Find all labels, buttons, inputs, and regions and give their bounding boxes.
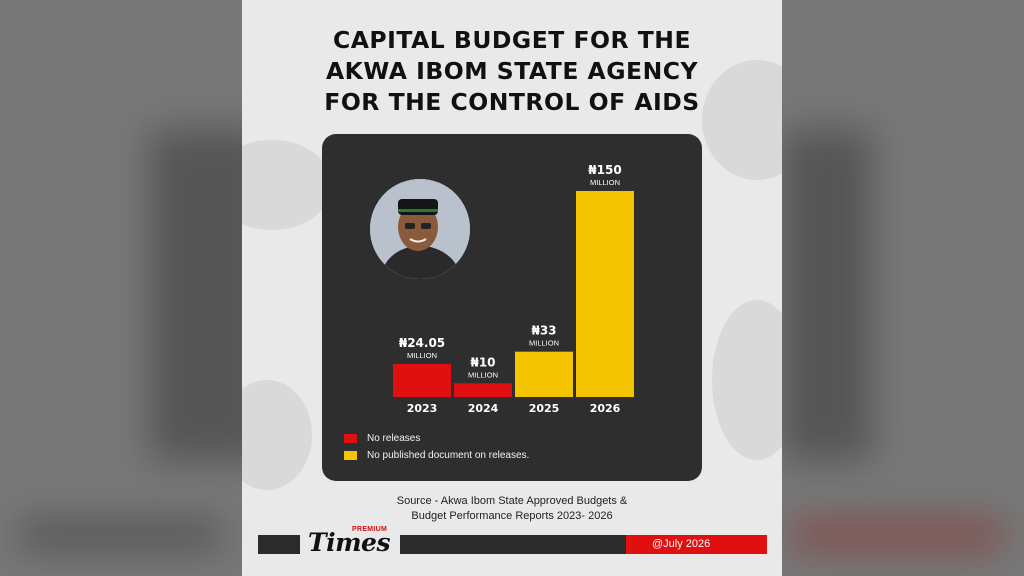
unit-label-2023: MILLION [407, 351, 437, 360]
unit-label-2026: MILLION [590, 178, 620, 187]
value-label-2025: ₦33 [531, 324, 556, 338]
legend-label: No published document on releases. [367, 450, 530, 461]
infographic-card: CAPITAL BUDGET FOR THE AKWA IBOM STATE A… [242, 0, 782, 576]
category-label-2023: 2023 [407, 402, 438, 415]
value-label-2024: ₦10 [470, 355, 495, 369]
source-line-1: Source - Akwa Ibom State Approved Budget… [396, 495, 628, 507]
value-label-2026: ₦150 [588, 163, 621, 177]
page-title: CAPITAL BUDGET FOR THE AKWA IBOM STATE A… [242, 25, 782, 118]
bar-chart: ₦24.05MILLION2023₦10MILLION2024₦33MILLIO… [393, 163, 634, 415]
bar-2025 [515, 351, 573, 397]
category-label-2026: 2026 [590, 402, 621, 415]
chart-legend: No releases No published document on rel… [344, 430, 529, 464]
title-line-1: CAPITAL BUDGET FOR THE [332, 26, 692, 54]
category-label-2024: 2024 [468, 402, 499, 415]
footer-dark-strip-middle [400, 535, 626, 554]
source-note: Source - Akwa Ibom State Approved Budget… [242, 494, 782, 524]
legend-item-no-published-document: No published document on releases. [344, 447, 529, 464]
logo-premium-text: PREMIUM [352, 526, 388, 533]
value-label-2023: ₦24.05 [399, 336, 445, 350]
governor-portrait [370, 179, 470, 279]
source-line-2: Budget Performance Reports 2023- 2026 [411, 510, 613, 522]
legend-swatch-yellow [344, 451, 357, 460]
category-label-2025: 2025 [529, 402, 560, 415]
legend-swatch-red [344, 434, 357, 443]
bar-2023 [393, 363, 451, 397]
unit-label-2025: MILLION [529, 339, 559, 348]
footer-dark-strip-left [258, 535, 300, 554]
title-line-3: FOR THE CONTROL OF AIDS [324, 88, 700, 116]
unit-label-2024: MILLION [468, 370, 498, 379]
blurred-backdrop-right [782, 0, 1024, 576]
bar-2026 [576, 191, 634, 397]
logo-times-text: Times [308, 528, 391, 557]
blurred-backdrop-left [0, 0, 242, 576]
publish-date: @July 2026 [652, 538, 711, 550]
legend-item-no-releases: No releases [344, 430, 529, 447]
portrait-illustration [370, 179, 470, 279]
chart-panel: ₦24.05 MILLION 2023 ₦10 MILLION 2024 ₦33 MILLIO… [322, 134, 702, 481]
legend-label: No releases [367, 433, 421, 444]
footer-date-strip: @July 2026 [626, 535, 767, 554]
bar-2024 [454, 383, 512, 397]
footer-bar: Times PREMIUM @July 2026 [242, 526, 782, 557]
title-line-2: AKWA IBOM STATE AGENCY [325, 57, 699, 85]
